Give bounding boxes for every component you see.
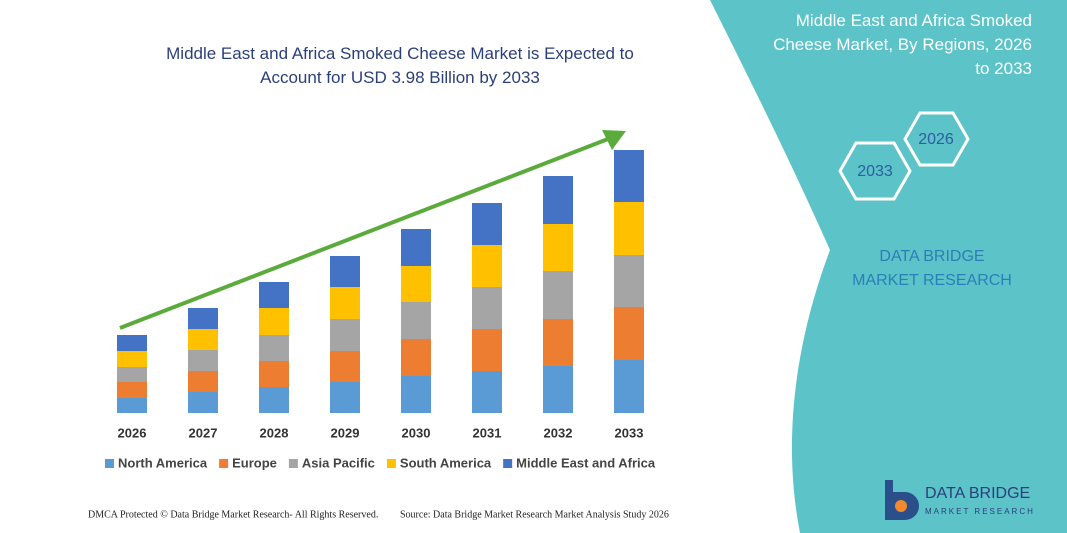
x-tick-label: 2027 xyxy=(189,425,218,440)
bar-segment xyxy=(614,150,644,202)
bar-segment xyxy=(330,287,360,319)
bar-segment xyxy=(117,398,147,413)
logo-mark xyxy=(895,500,907,512)
chart-title: Middle East and Africa Smoked Cheese Mar… xyxy=(166,44,634,87)
bar-segment xyxy=(259,361,289,387)
side-panel xyxy=(710,0,1067,533)
bar-segment xyxy=(117,382,147,398)
bar-segment xyxy=(614,255,644,307)
bar-segment xyxy=(117,367,147,382)
legend-label: South America xyxy=(400,455,492,470)
x-tick-label: 2032 xyxy=(544,425,573,440)
bar-segment xyxy=(543,319,573,366)
bar-segment xyxy=(117,335,147,351)
logo-name: DATA BRIDGE xyxy=(925,485,1030,502)
bar-segment xyxy=(259,335,289,361)
bar-segment xyxy=(401,302,431,339)
bar-segment xyxy=(330,382,360,413)
footer-left: DMCA Protected © Data Bridge Market Rese… xyxy=(88,509,378,520)
hex-label: 2026 xyxy=(918,131,954,148)
bar-segment xyxy=(259,282,289,308)
trend-arrow-head xyxy=(602,130,626,150)
legend-label: Europe xyxy=(232,455,277,470)
panel-title: Middle East and Africa Smoked Cheese Mark… xyxy=(773,11,1032,78)
hexagon xyxy=(838,141,912,201)
bar-segment xyxy=(401,266,431,302)
x-tick-label: 2030 xyxy=(402,425,431,440)
logo-tagline: MARKET RESEARCH xyxy=(925,507,1035,516)
bar-segment xyxy=(614,202,644,255)
brand: DATA BRIDGE MARKET RESEARCH xyxy=(852,248,1012,289)
bar-segment xyxy=(188,308,218,329)
legend-swatch xyxy=(288,459,298,468)
bar-segment xyxy=(401,376,431,413)
bar-segment xyxy=(188,371,218,392)
bar-segment xyxy=(330,319,360,351)
bar-segment xyxy=(543,224,573,271)
bar-segment xyxy=(614,307,644,360)
bar-segment xyxy=(117,351,147,367)
bar-segment xyxy=(472,203,502,245)
bar-segment xyxy=(472,329,502,371)
bar-segment xyxy=(259,387,289,413)
bar-segment xyxy=(188,392,218,413)
x-tick-label: 2026 xyxy=(118,425,147,440)
x-tick-label: 2028 xyxy=(260,425,289,440)
legend-label: Asia Pacific xyxy=(302,455,375,470)
footer-right: Source: Data Bridge Market Research Mark… xyxy=(400,509,669,520)
bar-segment xyxy=(543,366,573,413)
bar-segment xyxy=(543,271,573,319)
bar-segment xyxy=(188,329,218,350)
bar-segment xyxy=(401,339,431,376)
legend-swatch xyxy=(219,459,229,468)
bar-segment xyxy=(543,176,573,224)
bar-segment xyxy=(472,287,502,329)
legend-label: Middle East and Africa xyxy=(516,455,656,470)
bar-segment xyxy=(401,229,431,266)
legend-swatch xyxy=(105,459,114,468)
bar-segment xyxy=(330,256,360,287)
trend-arrow xyxy=(119,137,609,330)
x-tick-label: 2033 xyxy=(615,425,644,440)
legend-swatch xyxy=(503,459,513,468)
bar-segment xyxy=(188,350,218,371)
bar-segment xyxy=(472,371,502,413)
bar-segment xyxy=(614,360,644,413)
x-tick-label: 2031 xyxy=(473,425,502,440)
legend-label: North America xyxy=(118,455,208,470)
bar-segment xyxy=(259,308,289,335)
legend-swatch xyxy=(386,459,396,468)
hexagon xyxy=(903,111,970,167)
hex-label: 2033 xyxy=(857,163,893,180)
bar-segment xyxy=(330,351,360,382)
bar-segment xyxy=(472,245,502,287)
logo-mark xyxy=(885,480,919,520)
logo: DATA BRIDGE MARKET RESEARCH xyxy=(885,480,1035,520)
x-tick-label: 2029 xyxy=(331,425,360,440)
